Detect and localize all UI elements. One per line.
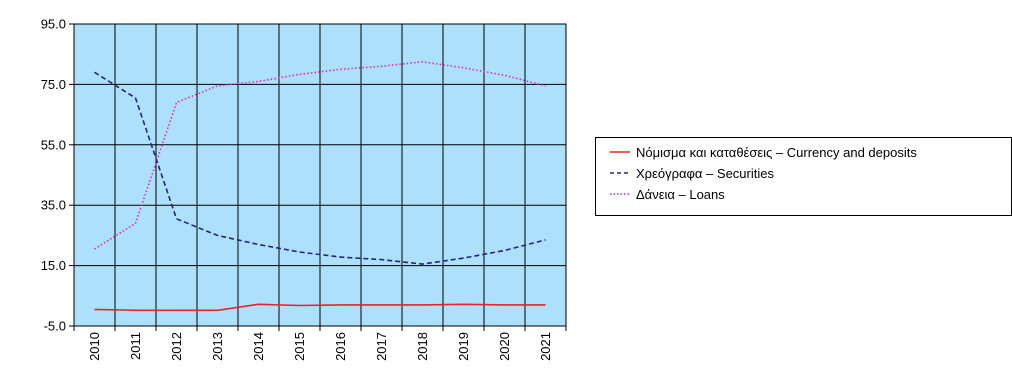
legend-item-loans: Δάνεια – Loans	[610, 185, 725, 203]
legend-label-loans: Δάνεια – Loans	[636, 186, 725, 202]
x-tick-label: 2021	[538, 332, 553, 361]
line-chart: 95.075.055.035.015.0-5.0 2010 2011 2012 201…	[41, 17, 567, 361]
series-line-2	[94, 60, 546, 250]
series-lines	[94, 60, 546, 312]
y-tick-label: 75.0	[41, 77, 66, 92]
y-axis: 95.0 75.0 55.0 35.0 15.0 -5.0	[41, 17, 74, 334]
x-axis: 2010 2011 2012 2013 2014 2015 2016 2017 2018 2019…	[73, 326, 567, 361]
legend-swatch-solid	[610, 151, 630, 153]
x-tick-label: 2010	[87, 332, 102, 361]
series-line-1	[94, 71, 546, 265]
y-tick-label: -5.0	[44, 319, 66, 334]
x-tick-label: 2018	[415, 332, 430, 361]
legend-label-securities: Χρεόγραφα – Securities	[636, 165, 774, 181]
legend: Νόμισμα και καταθέσεις – Currency and de…	[595, 137, 1012, 216]
y-tick-label: 95.0	[41, 17, 66, 32]
legend-swatch-dashed	[610, 172, 630, 174]
x-tick-label: 2014	[251, 332, 266, 361]
legend-label-currency: Νόμισμα και καταθέσεις – Currency and de…	[636, 144, 917, 160]
y-tick-label: 15.0	[41, 258, 66, 273]
y-tick-label: 35.0	[41, 198, 66, 213]
x-tick-label: 2019	[456, 332, 471, 361]
legend-swatch-dotted	[610, 193, 630, 195]
x-tick-label: 2013	[210, 332, 225, 361]
series-line-0	[94, 303, 546, 312]
y-tick-label: 55.0	[41, 137, 66, 152]
x-tick-label: 2016	[333, 332, 348, 361]
x-tick-label: 2012	[169, 332, 184, 361]
x-tick-label: 2015	[292, 332, 307, 361]
x-tick-label: 2011	[128, 332, 143, 360]
legend-item-currency: Νόμισμα και καταθέσεις – Currency and de…	[610, 143, 917, 161]
legend-item-securities: Χρεόγραφα – Securities	[610, 164, 774, 182]
x-tick-label: 2020	[497, 332, 512, 361]
x-tick-label: 2017	[374, 332, 389, 361]
